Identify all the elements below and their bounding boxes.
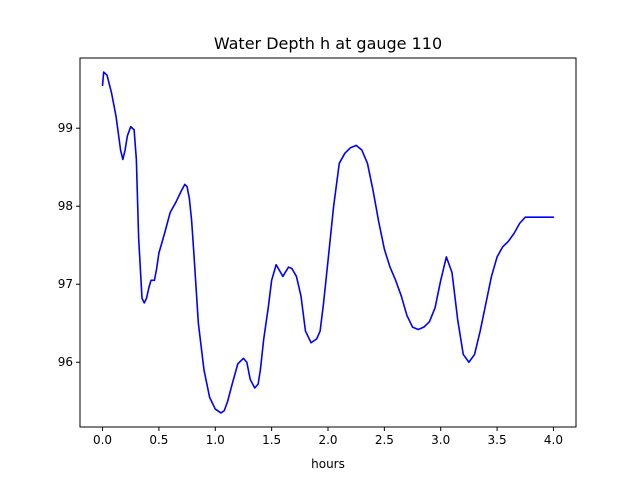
- axes-frame: [79, 57, 577, 428]
- x-tick-label: 1.5: [262, 433, 281, 447]
- chart-title: Water Depth h at gauge 110: [214, 34, 442, 53]
- x-axis-label: hours: [311, 457, 345, 471]
- x-tick-label: 0.5: [149, 433, 168, 447]
- plot-area: [101, 71, 555, 414]
- y-tick-label: 99: [58, 121, 73, 135]
- x-tick-label: 1.0: [206, 433, 225, 447]
- x-tick-label: 0.0: [93, 433, 112, 447]
- series-line-0: [101, 71, 555, 414]
- y-tick-label: 97: [58, 277, 73, 291]
- y-tick-label: 98: [58, 199, 73, 213]
- x-tick-label: 2.5: [375, 433, 394, 447]
- x-tick-label: 4.0: [544, 433, 563, 447]
- x-tick-label: 2.0: [318, 433, 337, 447]
- y-tick-label: 96: [58, 355, 73, 369]
- x-axis: 0.0 0.5 1.0 1.5 2.0 2.5 3.0 3.5 4.0: [93, 427, 563, 447]
- x-tick-label: 3.5: [488, 433, 507, 447]
- y-axis: 96 97 98 99: [58, 121, 80, 369]
- x-tick-label: 3.0: [431, 433, 450, 447]
